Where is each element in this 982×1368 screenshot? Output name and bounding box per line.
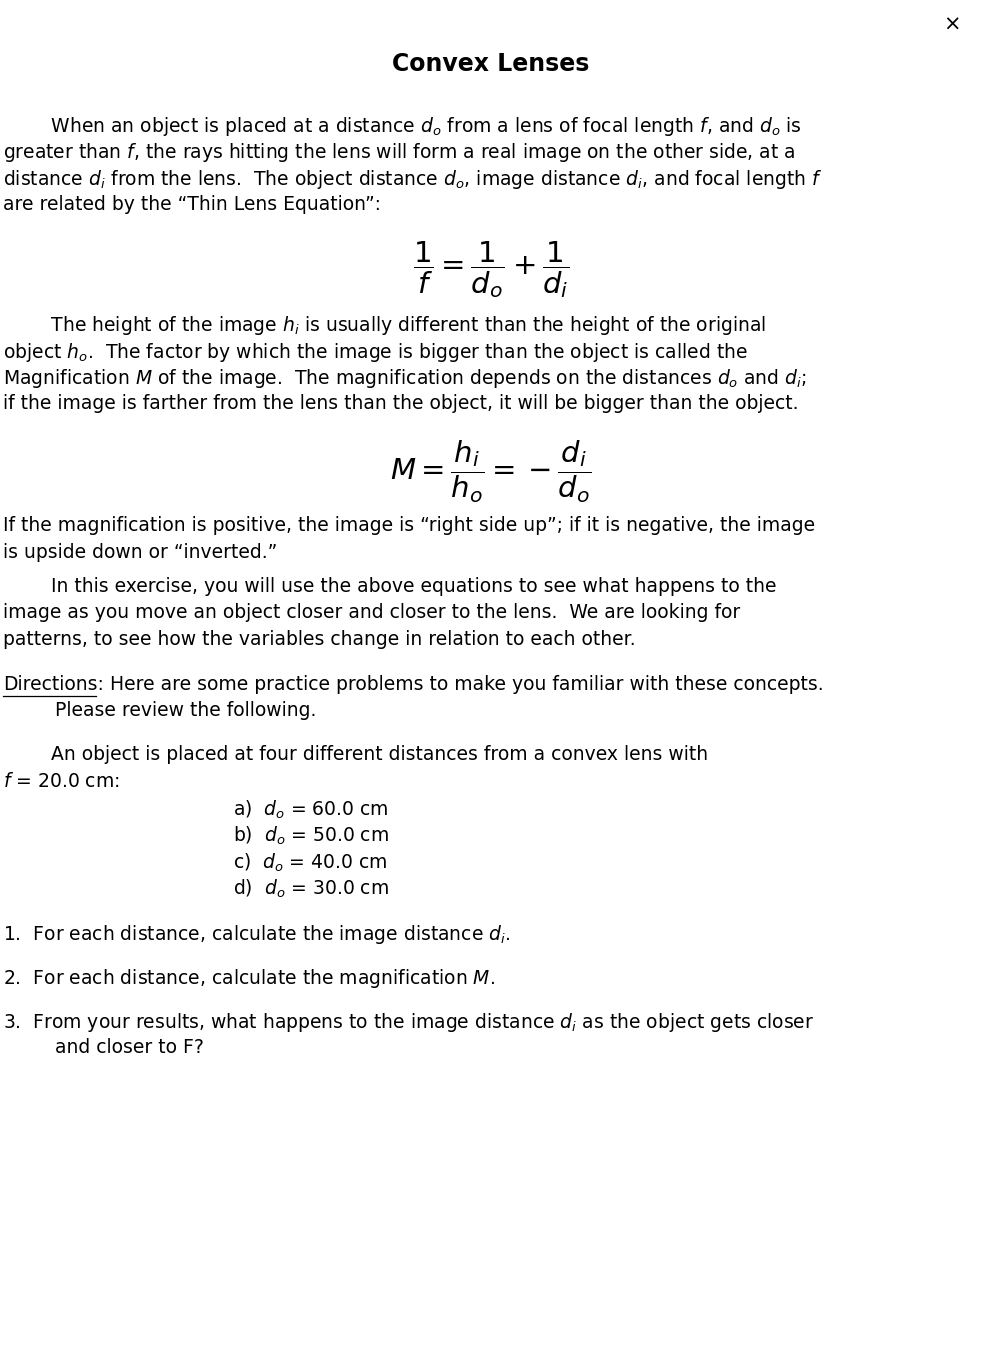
Text: patterns, to see how the variables change in relation to each other.: patterns, to see how the variables chang… — [3, 631, 635, 648]
Text: $M = \dfrac{h_i}{h_o} = -\dfrac{d_i}{d_o}$: $M = \dfrac{h_i}{h_o} = -\dfrac{d_i}{d_o… — [390, 438, 592, 505]
Text: $\dfrac{1}{f} = \dfrac{1}{d_o} + \dfrac{1}{d_i}$: $\dfrac{1}{f} = \dfrac{1}{d_o} + \dfrac{… — [413, 239, 569, 300]
Text: c)  $d_o$ = 40.0 cm: c) $d_o$ = 40.0 cm — [233, 851, 388, 874]
Text: image as you move an object closer and closer to the lens.  We are looking for: image as you move an object closer and c… — [3, 603, 740, 622]
Text: b)  $d_o$ = 50.0 cm: b) $d_o$ = 50.0 cm — [233, 825, 389, 847]
Text: d)  $d_o$ = 30.0 cm: d) $d_o$ = 30.0 cm — [233, 878, 389, 900]
Text: object $h_o$.  The factor by which the image is bigger than the object is called: object $h_o$. The factor by which the im… — [3, 341, 748, 364]
Text: a)  $d_o$ = 60.0 cm: a) $d_o$ = 60.0 cm — [233, 799, 389, 821]
Text: Here are some practice problems to make you familiar with these concepts.: Here are some practice problems to make … — [98, 674, 824, 694]
Text: If the magnification is positive, the image is “right side up”; if it is negativ: If the magnification is positive, the im… — [3, 516, 815, 535]
Text: When an object is placed at a distance $d_o$ from a lens of focal length $f$, an: When an object is placed at a distance $… — [3, 115, 802, 138]
Text: Convex Lenses: Convex Lenses — [393, 52, 589, 77]
Text: $f$ = 20.0 cm:: $f$ = 20.0 cm: — [3, 772, 119, 791]
Text: distance $d_i$ from the lens.  The object distance $d_o$, image distance $d_i$, : distance $d_i$ from the lens. The object… — [3, 168, 823, 192]
Text: is upside down or “inverted.”: is upside down or “inverted.” — [3, 543, 277, 561]
Text: An object is placed at four different distances from a convex lens with: An object is placed at four different di… — [3, 746, 708, 765]
Text: The height of the image $h_i$ is usually different than the height of the origin: The height of the image $h_i$ is usually… — [3, 315, 766, 337]
Text: and closer to F?: and closer to F? — [55, 1038, 204, 1057]
Text: are related by the “Thin Lens Equation”:: are related by the “Thin Lens Equation”: — [3, 194, 381, 213]
Text: In this exercise, you will use the above equations to see what happens to the: In this exercise, you will use the above… — [3, 577, 777, 596]
Text: greater than $f$, the rays hitting the lens will form a real image on the other : greater than $f$, the rays hitting the l… — [3, 141, 795, 164]
Text: Magnification $M$ of the image.  The magnification depends on the distances $d_o: Magnification $M$ of the image. The magn… — [3, 367, 807, 390]
Text: 3.  From your results, what happens to the image distance $d_i$ as the object ge: 3. From your results, what happens to th… — [3, 1011, 814, 1034]
Text: Please review the following.: Please review the following. — [55, 700, 316, 720]
Text: Directions:: Directions: — [3, 674, 104, 694]
Text: ×: × — [943, 15, 960, 36]
Text: if the image is farther from the lens than the object, it will be bigger than th: if the image is farther from the lens th… — [3, 394, 798, 413]
Text: 2.  For each distance, calculate the magnification $M$.: 2. For each distance, calculate the magn… — [3, 967, 495, 990]
Text: 1.  For each distance, calculate the image distance $d_i$.: 1. For each distance, calculate the imag… — [3, 922, 511, 945]
